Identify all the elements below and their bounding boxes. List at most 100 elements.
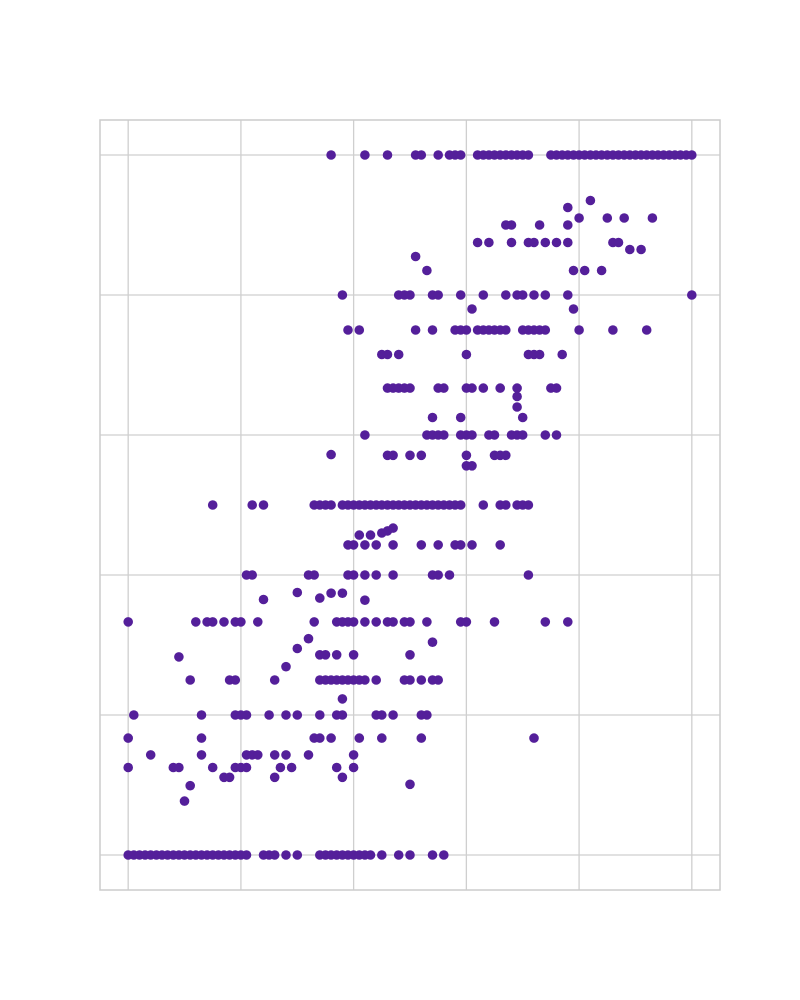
data-point	[371, 570, 382, 580]
data-point	[360, 540, 370, 550]
data-point	[579, 265, 590, 276]
data-point	[348, 570, 359, 580]
data-point	[427, 325, 438, 335]
data-point	[315, 593, 325, 603]
data-point	[264, 710, 274, 720]
data-point	[501, 325, 511, 335]
data-point	[416, 150, 427, 160]
data-point	[236, 617, 246, 627]
data-point	[269, 750, 280, 760]
data-point	[472, 237, 483, 248]
data-point	[388, 570, 398, 580]
data-point	[433, 675, 444, 685]
data-point	[388, 710, 398, 720]
data-point	[563, 290, 573, 300]
data-point	[196, 733, 207, 743]
data-point	[596, 265, 607, 276]
data-point	[517, 412, 528, 423]
data-point	[405, 617, 415, 627]
data-point	[478, 383, 489, 393]
data-point	[337, 710, 348, 720]
data-point	[348, 617, 359, 627]
data-point	[292, 710, 303, 720]
data-point	[371, 617, 382, 627]
data-point	[393, 349, 404, 360]
data-point	[382, 349, 393, 360]
data-point	[315, 710, 325, 720]
data-point	[489, 617, 500, 627]
data-point	[348, 762, 359, 773]
data-point	[540, 325, 551, 335]
data-point	[337, 290, 348, 300]
data-point	[326, 733, 336, 743]
data-point	[512, 383, 522, 393]
data-point	[405, 675, 415, 685]
data-point	[540, 617, 551, 627]
data-point	[461, 349, 472, 360]
data-point	[534, 220, 545, 230]
data-points	[123, 150, 697, 860]
data-point	[540, 430, 551, 440]
data-point	[422, 265, 432, 276]
data-point	[563, 220, 573, 230]
data-point	[568, 265, 579, 276]
data-point	[501, 450, 511, 461]
data-point	[326, 150, 336, 160]
data-point	[427, 850, 438, 860]
data-point	[523, 500, 534, 510]
data-point	[207, 617, 218, 627]
data-point	[467, 430, 477, 440]
data-point	[337, 588, 348, 598]
data-point	[512, 402, 522, 412]
data-point	[439, 383, 449, 393]
data-point	[422, 710, 432, 720]
data-point	[467, 461, 477, 471]
data-point	[275, 762, 286, 773]
data-point	[196, 710, 207, 720]
data-point	[303, 750, 314, 760]
data-point	[636, 244, 646, 255]
data-point	[529, 290, 539, 300]
data-point	[540, 237, 551, 248]
data-point	[219, 617, 229, 627]
data-point	[625, 244, 635, 255]
data-point	[292, 643, 303, 654]
data-point	[382, 150, 393, 160]
data-point	[563, 237, 573, 248]
data-point	[427, 637, 438, 647]
data-point	[123, 762, 133, 773]
data-point	[551, 383, 562, 393]
data-point	[360, 595, 370, 605]
data-point	[687, 150, 697, 160]
data-point	[574, 213, 584, 223]
data-point	[269, 772, 280, 783]
data-point	[292, 850, 303, 860]
data-point	[602, 213, 613, 223]
data-point	[574, 325, 584, 335]
data-point	[410, 251, 421, 262]
data-point	[393, 850, 404, 860]
data-point	[512, 391, 522, 402]
data-point	[241, 710, 252, 720]
data-point	[608, 325, 618, 335]
data-point	[241, 850, 252, 860]
data-point	[534, 349, 545, 360]
data-point	[613, 237, 624, 248]
data-point	[348, 750, 359, 760]
data-point	[501, 290, 511, 300]
data-point	[467, 304, 477, 314]
data-point	[455, 540, 466, 550]
data-point	[540, 290, 551, 300]
plot-frame	[99, 119, 721, 891]
data-point	[405, 450, 415, 461]
data-point	[281, 750, 291, 760]
data-point	[484, 237, 494, 248]
data-point	[360, 430, 370, 440]
data-point	[416, 450, 427, 461]
data-point	[489, 430, 500, 440]
data-point	[461, 617, 472, 627]
data-point	[348, 540, 359, 550]
data-point	[207, 762, 218, 773]
data-point	[315, 733, 325, 743]
